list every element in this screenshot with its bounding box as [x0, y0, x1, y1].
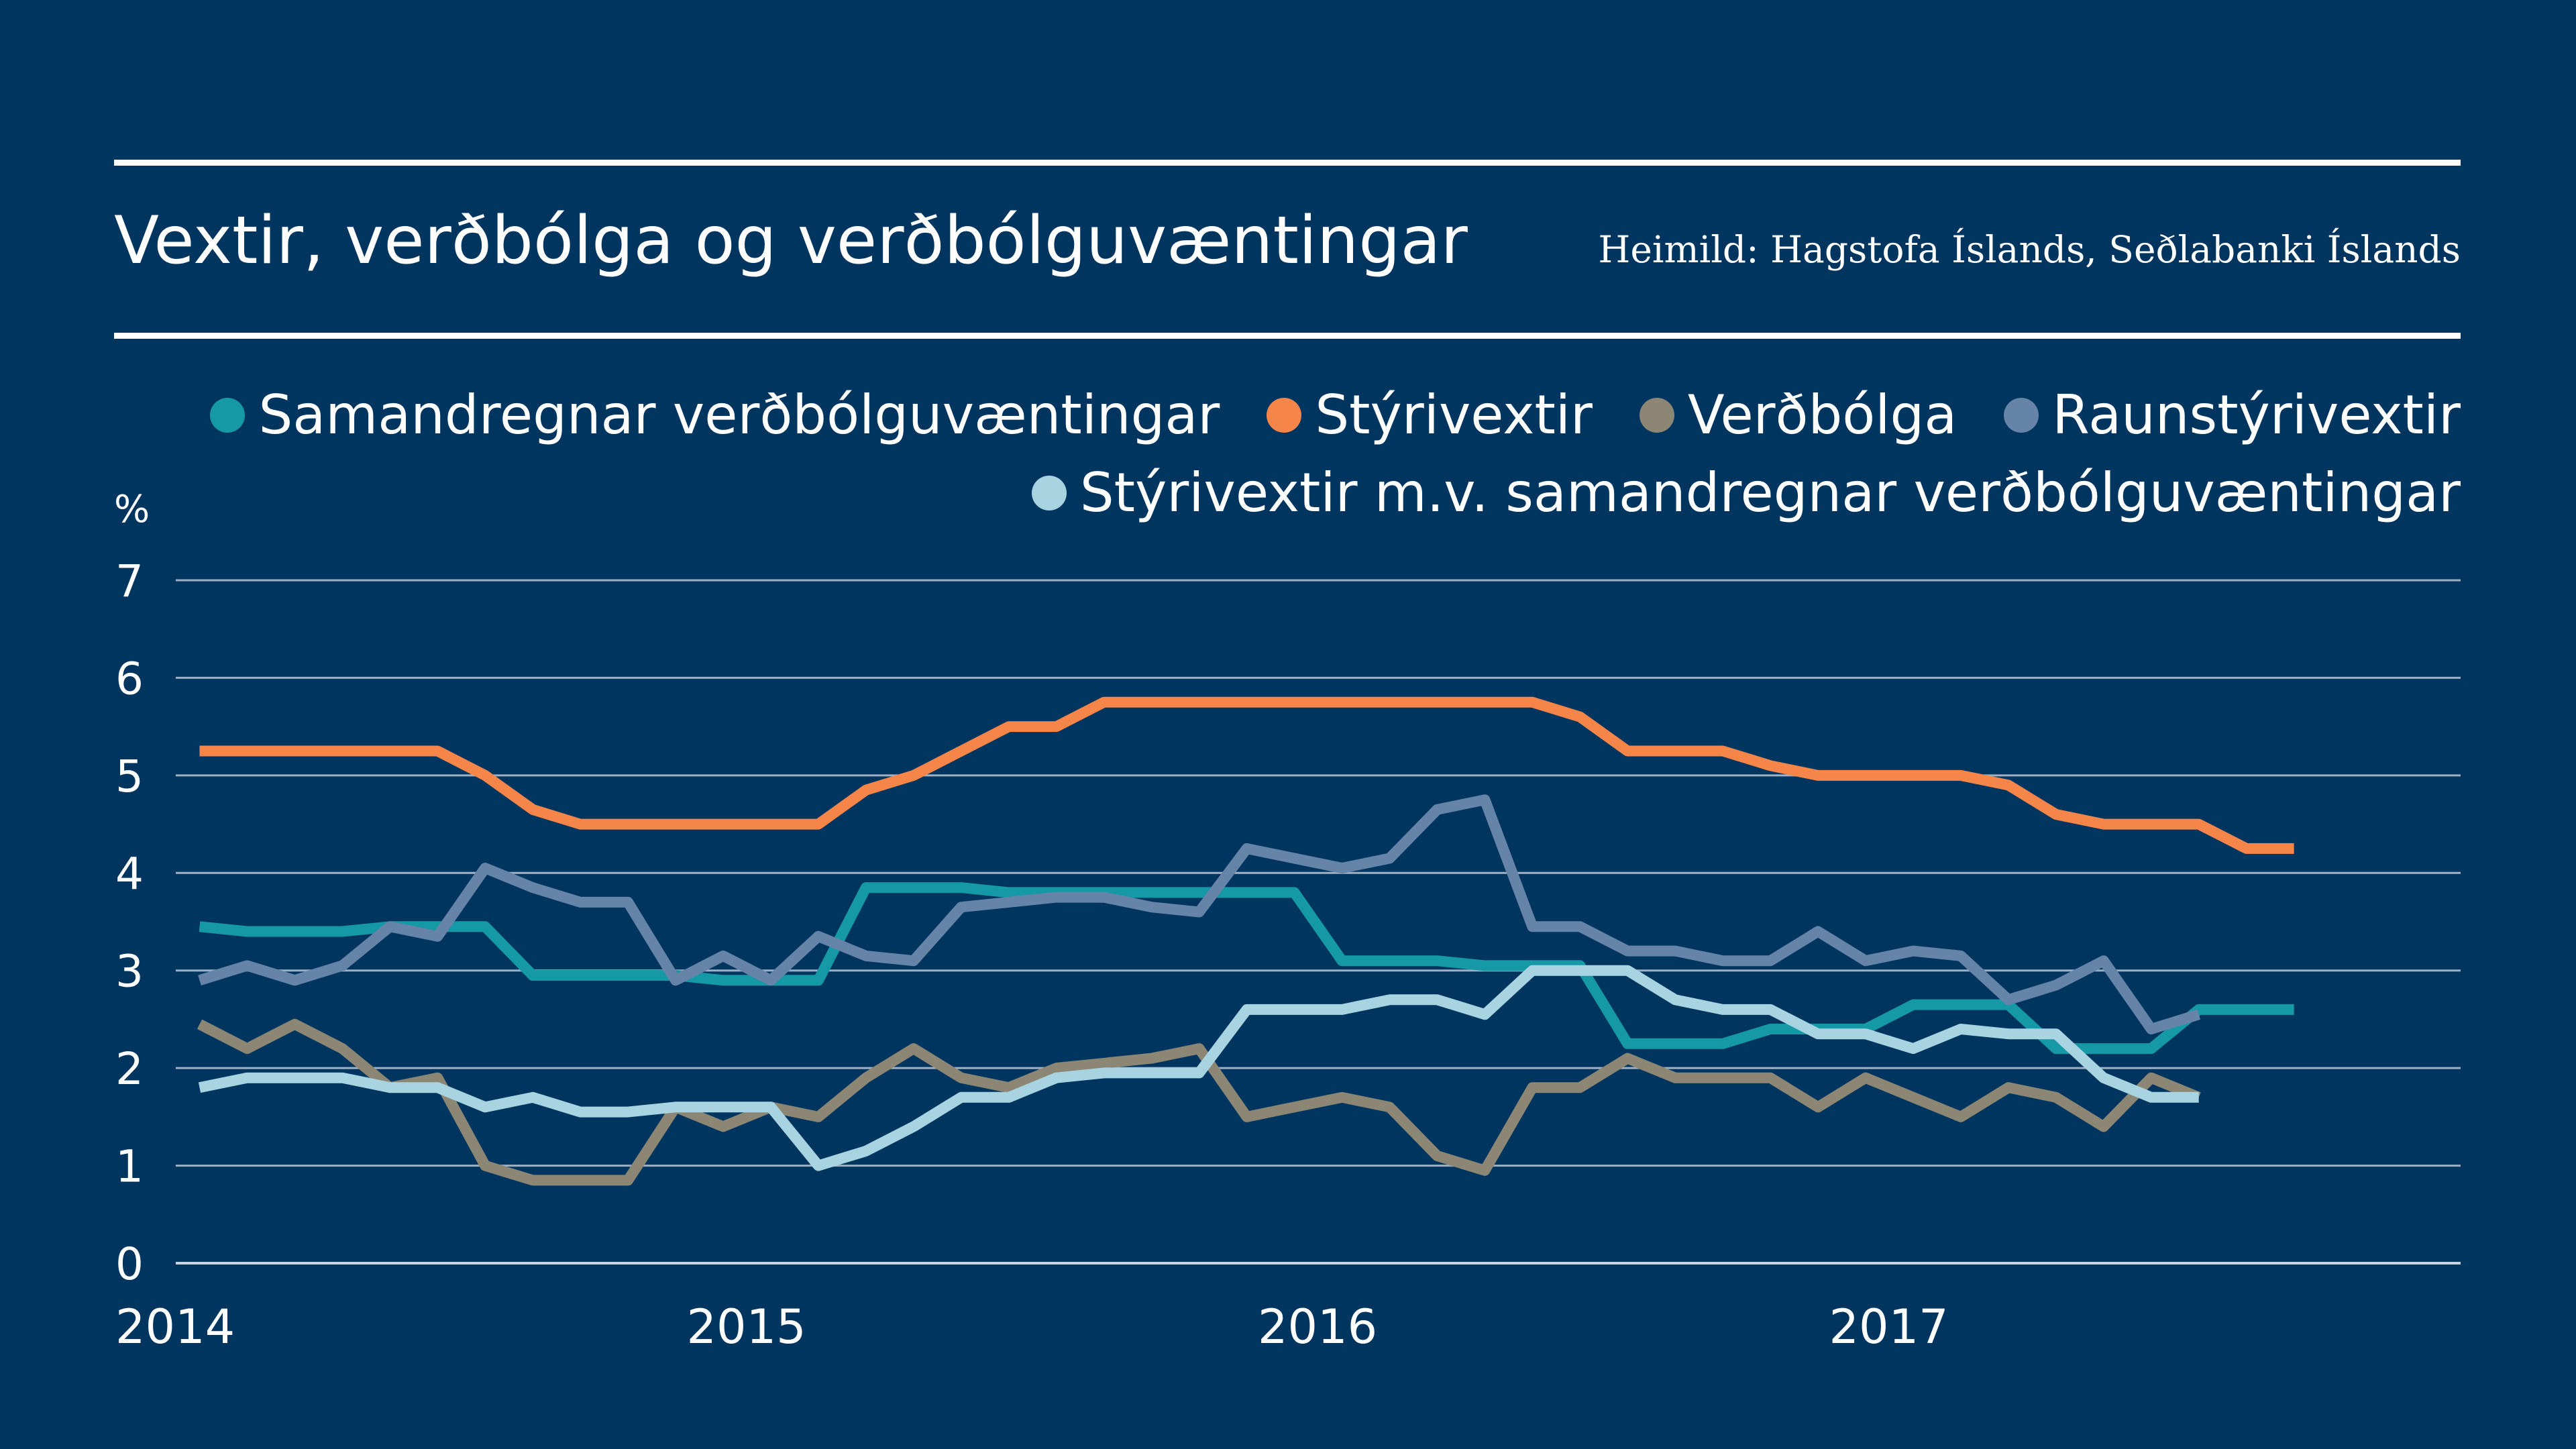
legend-item: Stýrivextir m.v. samandregnar verðbólguv… — [1031, 462, 2461, 524]
legend-label: Stýrivextir m.v. samandregnar verðbólguv… — [1079, 462, 2461, 524]
legend-item: Verðbólga — [1639, 384, 1957, 446]
x-tick-label: 2014 — [115, 1299, 235, 1354]
legend-label: Samandregnar verðbólguvæntingar — [258, 384, 1220, 446]
legend-row-2: Stýrivextir m.v. samandregnar verðbólguv… — [1031, 462, 2461, 524]
series-line — [199, 696, 2294, 854]
series-line — [197, 1018, 2201, 1186]
y-tick-label: 1 — [115, 1141, 144, 1193]
legend-item: Raunstýrivextir — [2004, 384, 2461, 446]
series-line — [198, 794, 2201, 1034]
y-tick-label: 0 — [115, 1238, 144, 1290]
legend-row-1: Samandregnar verðbólguvæntingar Stýrivex… — [210, 384, 2461, 446]
y-tick-label: 5 — [115, 751, 144, 802]
y-tick-label: 7 — [115, 555, 144, 607]
legend-item: Samandregnar verðbólguvæntingar — [210, 384, 1220, 446]
y-tick-label: 4 — [115, 848, 144, 900]
y-axis-unit-label: % — [114, 488, 150, 531]
legend-label: Raunstýrivextir — [2052, 384, 2461, 446]
series-line — [199, 882, 2294, 1055]
legend-marker-icon — [1639, 397, 1674, 433]
series-line — [198, 965, 2199, 1171]
top-rule — [114, 160, 2461, 166]
x-tick-label: 2016 — [1258, 1299, 1377, 1354]
legend-marker-icon — [1267, 397, 1302, 433]
y-tick-label: 3 — [115, 946, 144, 998]
title-bottom-rule — [114, 333, 2461, 339]
source-note: Heimild: Hagstofa Íslands, Seðlabanki Ís… — [1598, 228, 2461, 271]
legend-marker-icon — [1031, 475, 1067, 511]
y-tick-label: 6 — [115, 653, 144, 704]
legend-label: Stýrivextir — [1315, 384, 1593, 446]
y-tick-label: 2 — [115, 1043, 144, 1095]
legend-marker-icon — [2004, 397, 2039, 433]
x-tick-label: 2015 — [687, 1299, 806, 1354]
chart-title: Vextir, verðbólga og verðbólguvæntingar — [114, 203, 1468, 279]
legend-marker-icon — [210, 397, 246, 433]
x-tick-label: 2017 — [1829, 1299, 1949, 1354]
legend-label: Verðbólga — [1687, 384, 1957, 446]
legend-item: Stýrivextir — [1267, 384, 1593, 446]
